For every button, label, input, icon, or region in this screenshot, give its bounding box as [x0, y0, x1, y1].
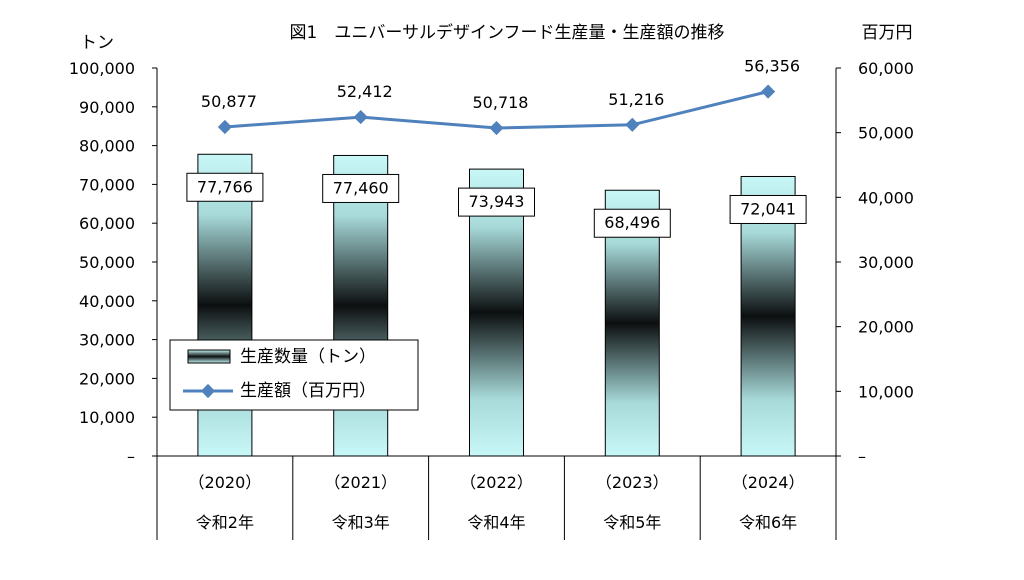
category-era-label: 令和4年 [467, 513, 525, 532]
line-value-label: 56,356 [744, 57, 800, 76]
category-era-label: 令和6年 [739, 513, 797, 532]
bar-value-label: 72,041 [740, 199, 796, 218]
category-year-label: （2021） [324, 473, 397, 492]
category-era-label: 令和2年 [196, 513, 254, 532]
bar-value-label: 68,496 [604, 213, 660, 232]
line-value-label: 50,877 [201, 92, 257, 111]
left-tick-label: 60,000 [79, 214, 135, 233]
right-tick-label: 40,000 [858, 188, 914, 207]
right-tick-label: 20,000 [858, 318, 914, 337]
line-series: 50,877 52,412 50,718 51,216 56,356 [201, 57, 800, 136]
bar [469, 168, 524, 457]
left-tick-label: 70,000 [79, 175, 135, 194]
left-tick-label: 80,000 [79, 137, 135, 156]
bar-label-box [186, 172, 264, 202]
legend-bar-swatch [187, 349, 231, 364]
bar-label-box [322, 173, 400, 203]
left-tick-label: – [127, 447, 135, 466]
bar-value-label: 77,766 [197, 177, 253, 196]
right-tick-label: 10,000 [858, 382, 914, 401]
category-era-label: 令和5年 [603, 513, 661, 532]
bar-labels: 77,766 77,460 73,943 68,496 72,041 [186, 172, 807, 238]
bar-value-label: 77,460 [333, 178, 389, 197]
category-labels: （2020） 令和2年 （2021） 令和3年 （2022） 令和4年 （2023） 令和5年… [189, 473, 805, 532]
category-dividers [292, 456, 701, 540]
line-point [353, 109, 368, 125]
right-tick-label: – [858, 447, 866, 466]
legend-bar-label: 生産数量（トン） [240, 347, 376, 367]
right-axis-unit: 百万円 [862, 23, 913, 43]
bar-label-box [593, 208, 671, 238]
right-tick-label: 60,000 [858, 59, 914, 78]
category-year-label: （2023） [596, 473, 669, 492]
line-point [489, 120, 504, 136]
chart-title: 図1 ユニバーサルデザインフード生産量・生産額の推移 [290, 22, 725, 43]
left-tick-label: 90,000 [79, 98, 135, 117]
category-year-label: （2024） [732, 473, 805, 492]
right-tick-label: 30,000 [858, 253, 914, 272]
category-year-label: （2022） [460, 473, 533, 492]
left-tick-label: 30,000 [79, 331, 135, 350]
left-tick-label: 10,000 [79, 408, 135, 427]
right-axis-ticks: – 10,000 20,000 30,000 40,000 50,000 60,000 [836, 59, 914, 466]
category-year-label: （2020） [189, 473, 262, 492]
legend: 生産数量（トン） 生産額（百万円） [169, 339, 419, 411]
bar-value-label: 73,943 [469, 192, 525, 211]
line-point [761, 84, 776, 99]
left-axis-unit: トン [80, 33, 114, 53]
left-tick-label: 100,000 [69, 59, 135, 78]
right-tick-label: 50,000 [858, 124, 914, 143]
legend-line-label: 生産額（百万円） [240, 381, 376, 401]
left-tick-label: 40,000 [79, 292, 135, 311]
line-value-label: 52,412 [337, 82, 393, 101]
legend-line-marker [200, 383, 216, 399]
left-tick-label: 20,000 [79, 369, 135, 388]
line-point [217, 119, 232, 135]
line-point [625, 117, 640, 132]
bar-label-box [729, 194, 807, 224]
left-tick-label: 50,000 [79, 253, 135, 272]
category-era-label: 令和3年 [332, 513, 390, 532]
line-value-label: 50,718 [473, 93, 529, 112]
bar-label-box [458, 187, 535, 217]
left-axis-ticks: – 10,000 20,000 30,000 40,000 50,000 60,000 70,… [69, 59, 157, 466]
line-value-label: 51,216 [608, 90, 664, 109]
